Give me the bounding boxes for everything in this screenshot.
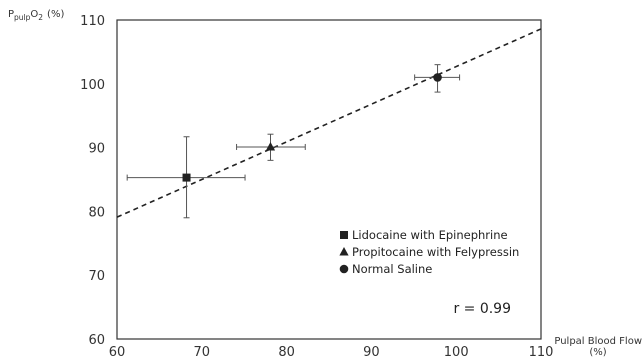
plot-frame	[116, 19, 542, 340]
x-axis-label: Pulpal Blood Flow	[554, 336, 642, 347]
legend-item-label: Propitocaine with Felypressin	[352, 245, 519, 259]
legend-item-label: Normal Saline	[352, 262, 432, 276]
y-tick-label: 70	[88, 269, 105, 284]
data-points	[126, 64, 461, 219]
data-point-3	[414, 64, 461, 93]
x-tick-label: 60	[109, 345, 126, 360]
legend: Lidocaine with Epinephrine Propitocaine w…	[339, 228, 519, 276]
x-tick-label: 90	[363, 345, 380, 360]
y-tick-label: 100	[80, 78, 105, 93]
legend-triangle-icon	[339, 247, 349, 256]
data-point-1	[126, 136, 246, 219]
correlation-annotation: r = 0.99	[453, 301, 511, 317]
x-tick-label: 80	[278, 345, 295, 360]
data-point-2	[236, 133, 306, 161]
legend-item-label: Lidocaine with Epinephrine	[352, 228, 508, 242]
trendline	[116, 28, 542, 218]
y-axis-label: PpulpO2 (%)	[8, 9, 64, 22]
circle-marker	[433, 73, 442, 82]
legend-square-icon	[340, 231, 348, 239]
x-tick-label: 100	[444, 345, 469, 360]
x-tick-label: 110	[529, 345, 554, 360]
x-axis-unit: (%)	[589, 347, 606, 358]
y-tick-label: 110	[80, 14, 105, 29]
y-tick-label: 90	[88, 142, 105, 157]
y-tick-label: 80	[88, 205, 105, 220]
legend-circle-icon	[339, 264, 349, 274]
y-tick-label: 60	[88, 333, 105, 348]
x-tick-label: 70	[194, 345, 211, 360]
square-marker	[182, 173, 191, 182]
tick-labels: 60 70 80 90 100 110 60 70 80 90 100 110	[80, 14, 553, 360]
triangle-marker	[265, 141, 276, 151]
